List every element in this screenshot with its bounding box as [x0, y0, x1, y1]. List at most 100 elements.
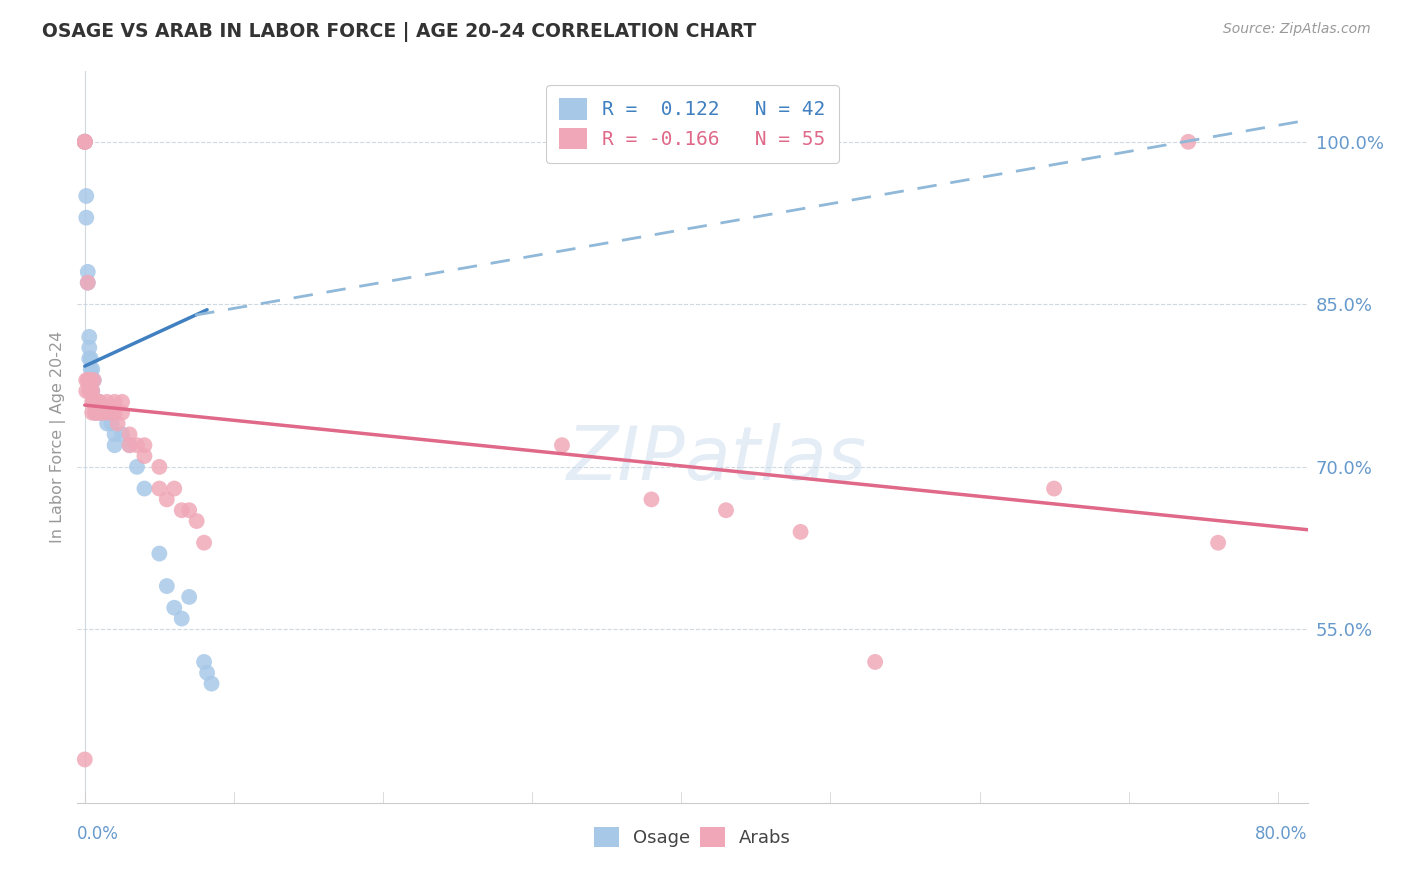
Point — [104, 438, 127, 452]
Point — [714, 503, 737, 517]
Point — [83, 373, 105, 387]
Point — [77, 341, 100, 355]
Point — [73, 135, 96, 149]
Point — [179, 503, 201, 517]
Point — [118, 427, 141, 442]
Point — [82, 406, 104, 420]
Point — [186, 514, 208, 528]
Point — [73, 135, 96, 149]
Point — [80, 384, 103, 398]
Point — [118, 438, 141, 452]
Point — [91, 406, 114, 420]
Point — [75, 384, 97, 398]
Point — [76, 265, 98, 279]
Point — [73, 135, 96, 149]
Point — [75, 211, 97, 225]
Text: ZIPatlas: ZIPatlas — [567, 423, 868, 495]
Point — [83, 373, 105, 387]
Point — [77, 351, 100, 366]
Point — [89, 395, 111, 409]
Point — [82, 373, 104, 387]
Point — [100, 406, 122, 420]
Point — [111, 395, 134, 409]
Point — [179, 590, 201, 604]
Text: Source: ZipAtlas.com: Source: ZipAtlas.com — [1223, 22, 1371, 37]
Point — [77, 330, 100, 344]
Point — [80, 362, 103, 376]
Point — [76, 276, 98, 290]
Point — [86, 406, 108, 420]
Point — [104, 427, 127, 442]
Text: 0.0%: 0.0% — [77, 825, 120, 843]
Point — [125, 459, 148, 474]
Point — [82, 362, 104, 376]
Point — [86, 395, 108, 409]
Point — [1043, 482, 1066, 496]
Point — [77, 373, 100, 387]
Point — [89, 406, 111, 420]
Point — [82, 395, 104, 409]
Point — [73, 752, 96, 766]
Point — [163, 600, 186, 615]
Point — [80, 373, 103, 387]
Point — [104, 406, 127, 420]
Point — [1206, 535, 1229, 549]
Point — [84, 395, 107, 409]
Point — [89, 406, 111, 420]
Point — [76, 276, 98, 290]
Y-axis label: In Labor Force | Age 20-24: In Labor Force | Age 20-24 — [51, 331, 66, 543]
Point — [118, 438, 141, 452]
Point — [73, 135, 96, 149]
Point — [77, 384, 100, 398]
Point — [195, 665, 218, 680]
Point — [86, 395, 108, 409]
Point — [89, 395, 111, 409]
Point — [96, 406, 118, 420]
Point — [80, 351, 103, 366]
Point — [863, 655, 886, 669]
Point — [83, 395, 105, 409]
Point — [96, 417, 118, 431]
Point — [134, 482, 156, 496]
Point — [73, 135, 96, 149]
Point — [73, 135, 96, 149]
Point — [789, 524, 811, 539]
Point — [170, 503, 193, 517]
Point — [170, 611, 193, 625]
Point — [156, 579, 179, 593]
Point — [104, 395, 127, 409]
Legend: Osage, Arabs: Osage, Arabs — [585, 818, 800, 856]
Point — [84, 406, 107, 420]
Point — [84, 395, 107, 409]
Point — [163, 482, 186, 496]
Point — [73, 135, 96, 149]
Point — [134, 438, 156, 452]
Point — [82, 384, 104, 398]
Point — [87, 395, 110, 409]
Text: 80.0%: 80.0% — [1256, 825, 1308, 843]
Point — [640, 492, 662, 507]
Point — [82, 384, 104, 398]
Point — [111, 406, 134, 420]
Point — [193, 535, 215, 549]
Point — [76, 373, 98, 387]
Point — [91, 406, 114, 420]
Point — [193, 655, 215, 669]
Point — [96, 406, 118, 420]
Point — [107, 417, 129, 431]
Point — [125, 438, 148, 452]
Point — [200, 676, 222, 690]
Point — [1177, 135, 1199, 149]
Point — [148, 547, 170, 561]
Point — [111, 427, 134, 442]
Point — [75, 189, 97, 203]
Point — [148, 482, 170, 496]
Point — [84, 406, 107, 420]
Point — [551, 438, 574, 452]
Point — [100, 417, 122, 431]
Point — [73, 135, 96, 149]
Point — [73, 135, 96, 149]
Point — [134, 449, 156, 463]
Text: OSAGE VS ARAB IN LABOR FORCE | AGE 20-24 CORRELATION CHART: OSAGE VS ARAB IN LABOR FORCE | AGE 20-24… — [42, 22, 756, 42]
Point — [75, 373, 97, 387]
